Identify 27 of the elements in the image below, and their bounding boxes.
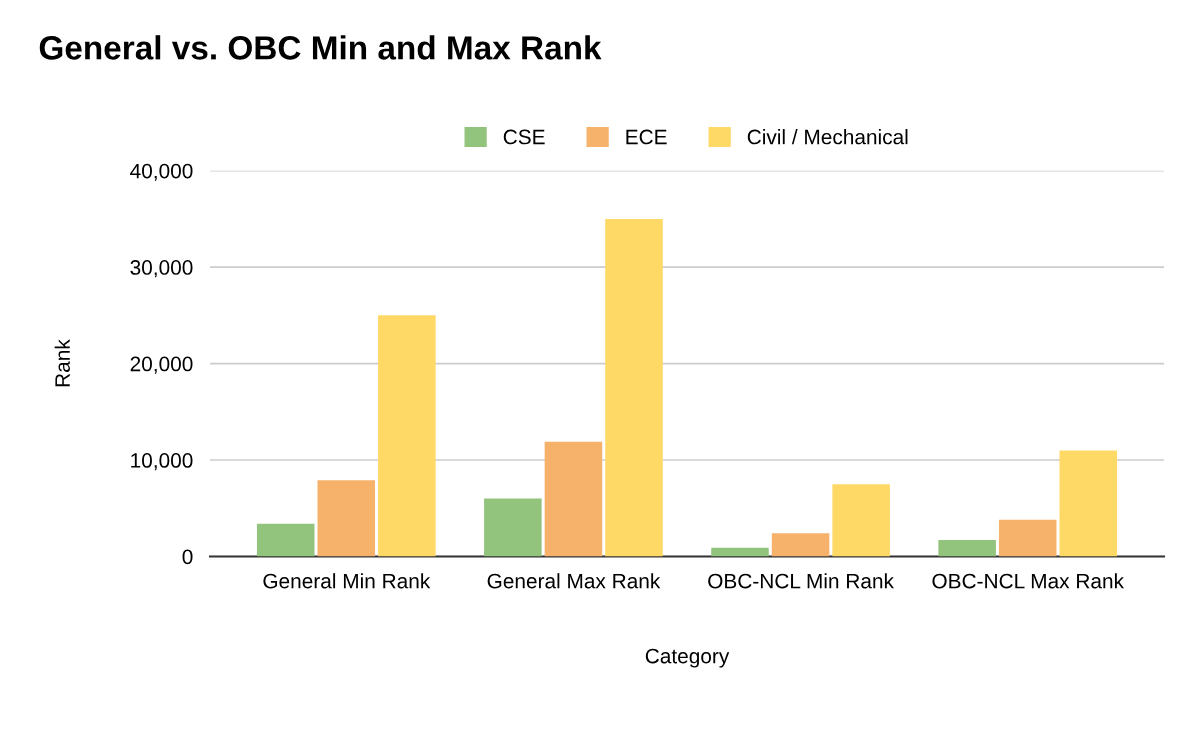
legend-label: Civil / Mechanical <box>747 129 908 145</box>
bar <box>378 315 436 557</box>
bar <box>711 547 769 557</box>
bar <box>484 498 542 557</box>
x-tick-label: General Min Rank <box>263 573 431 589</box>
x-tick-label: OBC-NCL Min Rank <box>708 573 894 589</box>
bar <box>317 480 376 557</box>
bar <box>771 533 830 557</box>
y-tick-label: 20,000 <box>130 356 193 374</box>
bar <box>998 519 1057 557</box>
y-tick-label: 40,000 <box>130 163 193 181</box>
y-axis-title: Rank <box>54 339 70 387</box>
y-tick-label: 10,000 <box>131 453 193 471</box>
bar <box>605 218 663 557</box>
chart-title: General vs. OBC Min and Max Rank <box>39 35 602 60</box>
legend-label: ECE <box>626 129 667 145</box>
bar <box>1059 450 1118 557</box>
x-tick-label: OBC-NCL Max Rank <box>932 573 1125 589</box>
y-tick-label: 0 <box>182 549 193 565</box>
x-tick-label: General Max Rank <box>487 573 661 589</box>
bar <box>832 484 890 557</box>
y-tick-label: 30,000 <box>130 260 193 278</box>
x-axis-title: Category <box>645 648 730 668</box>
bar <box>544 441 603 557</box>
bar <box>938 540 996 557</box>
bar <box>256 523 315 557</box>
legend-label: CSE <box>503 129 545 145</box>
